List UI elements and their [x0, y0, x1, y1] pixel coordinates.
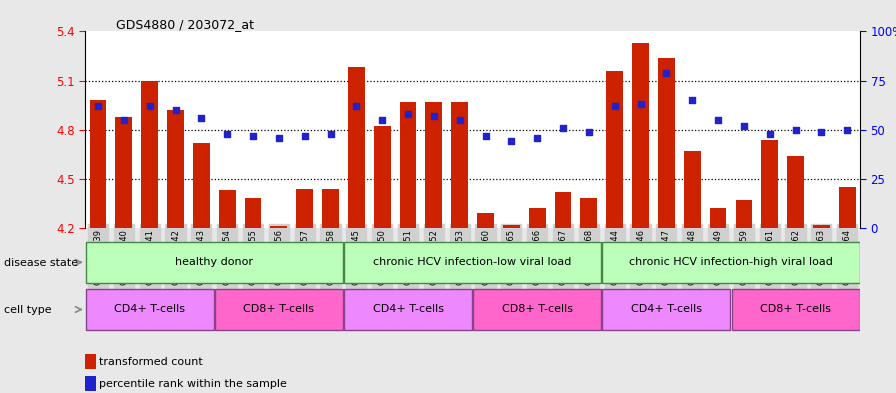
Bar — [555, 192, 572, 228]
Text: chronic HCV infection-high viral load: chronic HCV infection-high viral load — [629, 257, 833, 267]
Text: percentile rank within the sample: percentile rank within the sample — [99, 378, 288, 389]
Bar — [400, 102, 417, 228]
Text: CD4+ T-cells: CD4+ T-cells — [114, 305, 185, 314]
Point — [659, 70, 674, 76]
Point — [246, 132, 260, 139]
Bar — [788, 156, 804, 228]
Bar — [710, 208, 727, 228]
Bar — [762, 140, 778, 228]
Bar — [297, 189, 313, 228]
Bar — [839, 187, 856, 228]
Point — [323, 130, 338, 137]
Bar — [219, 190, 236, 228]
Bar — [193, 143, 210, 228]
Text: cell type: cell type — [4, 305, 52, 315]
Bar — [86, 289, 214, 330]
Text: healthy donor: healthy donor — [176, 257, 254, 267]
Bar — [529, 208, 546, 228]
Point — [814, 129, 829, 135]
Point — [788, 127, 803, 133]
Bar — [90, 100, 107, 228]
Bar — [473, 289, 601, 330]
Bar — [348, 68, 365, 228]
Point — [168, 107, 183, 113]
Bar — [168, 110, 184, 228]
Bar — [581, 198, 598, 228]
Bar — [344, 289, 472, 330]
Point — [375, 117, 390, 123]
Bar — [684, 151, 701, 228]
Point — [607, 103, 622, 109]
Bar — [374, 127, 391, 228]
Point — [633, 101, 648, 107]
Bar — [116, 117, 133, 228]
Text: CD4+ T-cells: CD4+ T-cells — [373, 305, 444, 314]
Point — [426, 113, 441, 119]
Bar — [736, 200, 753, 228]
Bar — [344, 242, 601, 283]
Point — [90, 103, 105, 109]
Text: CD8+ T-cells: CD8+ T-cells — [502, 305, 573, 314]
Point — [762, 130, 777, 137]
Bar — [323, 189, 339, 228]
Bar — [658, 58, 675, 228]
Bar — [503, 225, 520, 228]
Bar — [602, 242, 859, 283]
Point — [840, 127, 855, 133]
Point — [297, 132, 312, 139]
Bar — [731, 289, 859, 330]
Point — [685, 97, 700, 103]
Text: CD4+ T-cells: CD4+ T-cells — [631, 305, 702, 314]
Bar — [426, 102, 443, 228]
Bar — [271, 226, 288, 228]
Point — [737, 123, 751, 129]
Text: CD8+ T-cells: CD8+ T-cells — [760, 305, 831, 314]
Point — [194, 115, 209, 121]
Point — [556, 125, 570, 131]
Bar — [215, 289, 343, 330]
Bar — [607, 71, 623, 228]
Bar — [86, 242, 343, 283]
Point — [478, 132, 493, 139]
Bar — [602, 289, 730, 330]
Text: disease state: disease state — [4, 257, 79, 268]
Text: GDS4880 / 203072_at: GDS4880 / 203072_at — [116, 18, 254, 31]
Point — [504, 138, 519, 145]
Point — [582, 129, 596, 135]
Text: CD8+ T-cells: CD8+ T-cells — [244, 305, 314, 314]
Point — [401, 111, 415, 117]
Point — [711, 117, 725, 123]
Point — [142, 103, 157, 109]
Point — [530, 134, 545, 141]
Bar — [478, 213, 494, 228]
Point — [220, 130, 235, 137]
Point — [452, 117, 467, 123]
Bar — [633, 43, 649, 228]
Point — [116, 117, 131, 123]
Text: chronic HCV infection-low viral load: chronic HCV infection-low viral load — [374, 257, 572, 267]
Point — [271, 134, 286, 141]
Bar — [452, 102, 468, 228]
Bar — [245, 198, 262, 228]
Text: transformed count: transformed count — [99, 357, 203, 367]
Point — [349, 103, 364, 109]
Bar — [142, 81, 158, 228]
Bar — [813, 225, 830, 228]
